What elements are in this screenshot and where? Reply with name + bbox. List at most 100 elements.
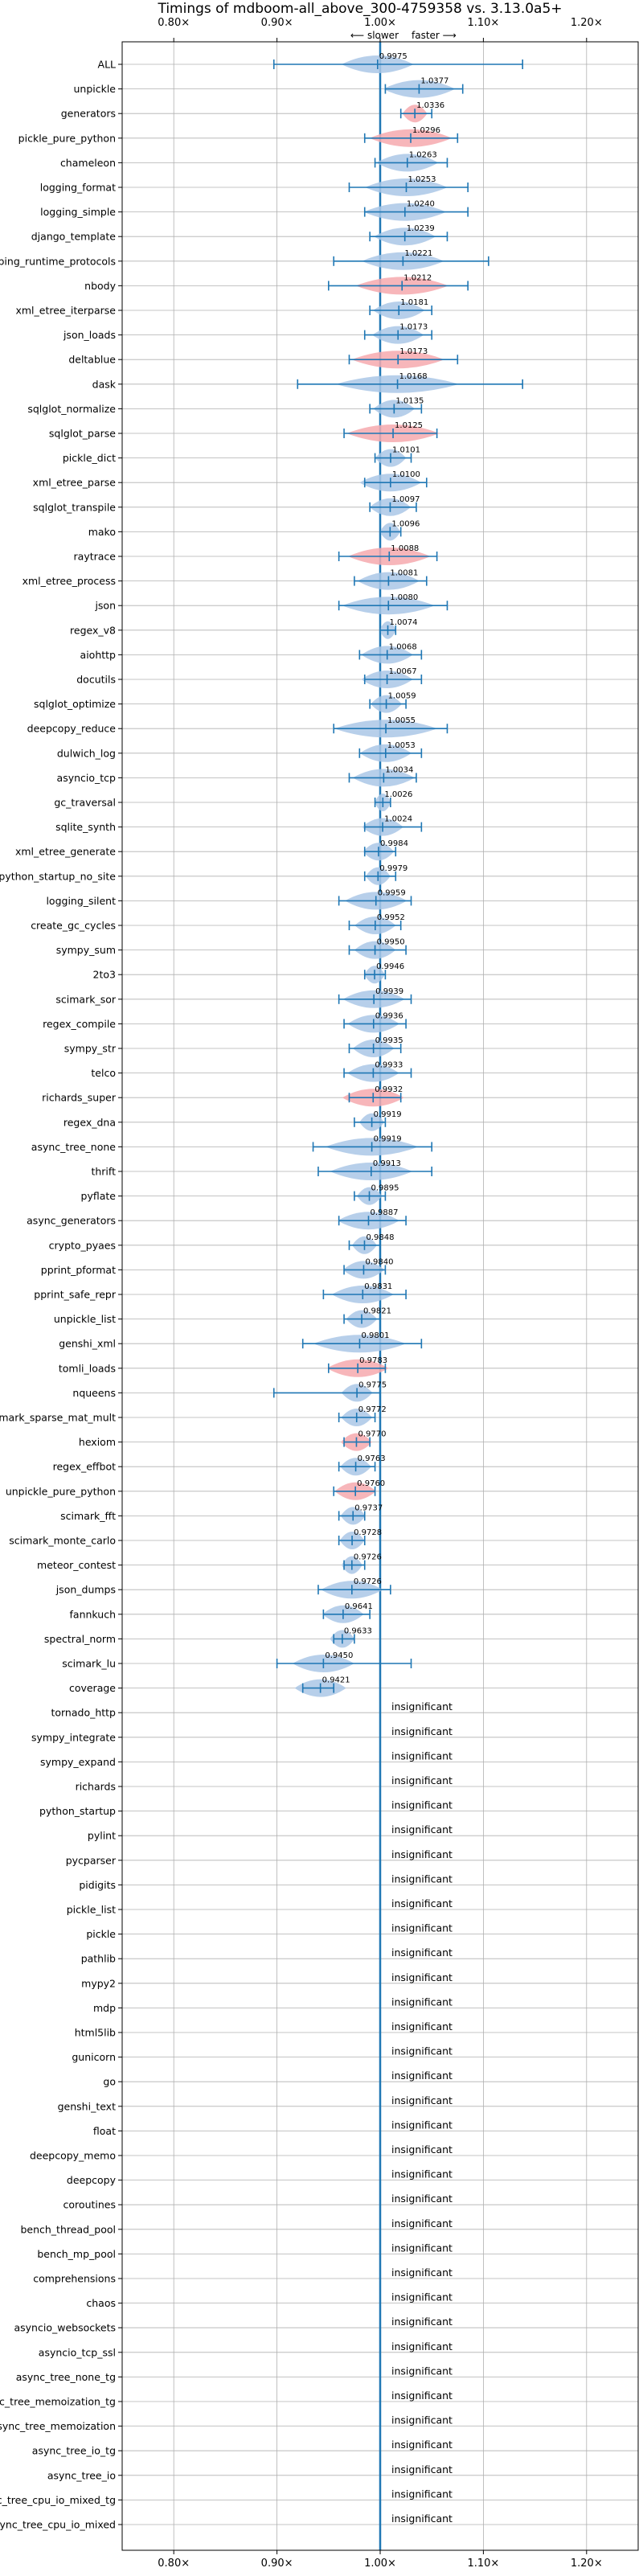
- value-label: 1.0100: [392, 470, 420, 479]
- benchmark-label: tomli_loads: [59, 1362, 116, 1374]
- value-label: 1.0034: [385, 765, 413, 774]
- benchmark-label: create_gc_cycles: [31, 920, 116, 932]
- value-label: 1.0253: [408, 175, 436, 184]
- x-tick-label-bottom: 1.20×: [571, 2558, 603, 2570]
- x-tick-label-top: 1.00×: [364, 17, 396, 29]
- benchmark-label: regex_effbot: [53, 1461, 116, 1473]
- benchmark-label: async_generators: [27, 1215, 116, 1227]
- benchmark-label: richards_super: [42, 1092, 117, 1104]
- benchmark-label: sympy_expand: [40, 1756, 116, 1768]
- value-label: 1.0135: [395, 396, 424, 405]
- x-tick-label-top: 0.80×: [158, 17, 190, 29]
- benchmark-label: python_startup: [39, 1805, 116, 1817]
- benchmark-label: gunicorn: [72, 2051, 116, 2063]
- value-label: 0.9821: [363, 1307, 391, 1316]
- insignificant-label: insignificant: [391, 2340, 453, 2352]
- value-label: 0.9887: [370, 1208, 398, 1217]
- insignificant-label: insignificant: [391, 1774, 453, 1786]
- value-label: 1.0336: [416, 101, 444, 110]
- insignificant-label: insignificant: [391, 2488, 453, 2500]
- insignificant-label: insignificant: [391, 2069, 453, 2082]
- benchmark-label: comprehensions: [33, 2273, 116, 2285]
- value-label: 0.9959: [378, 888, 406, 897]
- benchmark-label: sympy_str: [64, 1043, 117, 1055]
- insignificant-label: insignificant: [391, 1897, 453, 1909]
- benchmark-label: async_tree_io: [47, 2469, 116, 2481]
- value-label: 1.0125: [395, 421, 423, 430]
- benchmark-label: meteor_contest: [37, 1559, 116, 1571]
- benchmark-label: async_tree_io_tg: [32, 2445, 116, 2457]
- benchmark-label: logging_simple: [40, 206, 116, 218]
- benchmark-label: pidigits: [79, 1879, 116, 1891]
- benchmark-label: pathlib: [81, 1953, 116, 1965]
- axes: 0.80× 0.80× 0.90× 0.90× 1.00× 1.00× 1.10× 1.10×…: [0, 17, 639, 2570]
- benchmark-label: deepcopy_memo: [30, 2150, 116, 2162]
- benchmark-label: sqlglot_normalize: [27, 403, 116, 415]
- value-label: 0.9935: [375, 1036, 403, 1045]
- x-tick-label-bottom: 0.90×: [261, 2558, 293, 2570]
- value-label: 0.9919: [374, 1134, 402, 1143]
- benchmark-label: coverage: [69, 1682, 116, 1694]
- benchmark-label: async_tree_none: [31, 1141, 117, 1153]
- insignificant-label: insignificant: [391, 2217, 453, 2229]
- benchmark-label: sqlglot_transpile: [33, 501, 116, 513]
- benchmark-label: genshi_xml: [59, 1338, 116, 1350]
- benchmark-label: unpickle: [73, 83, 116, 95]
- value-label: 0.9913: [373, 1159, 401, 1168]
- value-label: 0.9919: [374, 1110, 402, 1119]
- insignificant-label: insignificant: [391, 1700, 453, 1713]
- benchmark-label: xml_etree_parse: [33, 477, 117, 489]
- benchmark-label: async_tree_memoization_tg: [0, 2396, 116, 2408]
- benchmark-label: deltablue: [68, 354, 116, 366]
- benchmark-label: telco: [91, 1067, 116, 1079]
- benchmark-label: sqlite_synth: [55, 821, 116, 833]
- value-label: 1.0173: [399, 347, 428, 356]
- benchmark-label: tornado_http: [51, 1707, 116, 1719]
- benchmark-label: coroutines: [63, 2199, 116, 2211]
- benchmark-label: mdp: [93, 2002, 116, 2014]
- benchmark-label: json_loads: [63, 329, 116, 341]
- value-label: 1.0240: [407, 200, 435, 209]
- insignificant-label: insignificant: [391, 2439, 453, 2451]
- plot-frame: [121, 41, 639, 2551]
- benchmark-label: pyflate: [81, 1190, 117, 1202]
- benchmark-label: pprint_safe_repr: [34, 1289, 117, 1301]
- value-label: 0.9950: [377, 938, 405, 947]
- value-label: 0.9932: [375, 1085, 403, 1094]
- insignificant-label: insignificant: [391, 2143, 453, 2156]
- benchmark-label: scimark_lu: [62, 1658, 116, 1670]
- value-label: 0.9848: [366, 1233, 394, 1242]
- value-label: 1.0097: [391, 495, 420, 504]
- benchmark-label: go: [103, 2076, 116, 2088]
- insignificant-label: insignificant: [391, 2119, 453, 2131]
- insignificant-label: insignificant: [391, 1946, 453, 1959]
- benchmark-label: asyncio_tcp: [57, 772, 117, 784]
- benchmark-label: nqueens: [72, 1387, 116, 1399]
- value-label: 1.0068: [389, 642, 417, 651]
- benchmark-label: mako: [88, 526, 116, 538]
- benchmark-label: html5lib: [75, 2027, 116, 2039]
- benchmark-label: async_tree_cpu_io_mixed_tg: [0, 2494, 116, 2506]
- benchmark-label: sympy_sum: [56, 944, 116, 956]
- insignificant-label: insignificant: [391, 2414, 453, 2426]
- value-label: 1.0377: [420, 77, 448, 86]
- value-label: 1.0074: [390, 618, 418, 627]
- value-label: 1.0212: [403, 273, 432, 282]
- insignificant-label: insignificant: [391, 1873, 453, 1885]
- benchmark-label: docutils: [76, 674, 116, 686]
- benchmark-label: deepcopy: [67, 2174, 117, 2186]
- value-label: 0.9772: [358, 1405, 387, 1414]
- value-label: 0.9728: [354, 1528, 382, 1537]
- benchmark-label: thrift: [91, 1166, 116, 1178]
- value-label: 0.9633: [344, 1626, 372, 1635]
- benchmark-label: unpickle_pure_python: [6, 1485, 116, 1497]
- benchmark-label: float: [93, 2125, 116, 2137]
- insignificant-label: insignificant: [391, 1725, 453, 1737]
- benchmark-label: chameleon: [60, 157, 116, 169]
- benchmark-label: pycparser: [66, 1854, 117, 1866]
- insignificant-label: insignificant: [391, 1922, 453, 1934]
- benchmark-label: xml_etree_iterparse: [15, 305, 116, 317]
- benchmark-label: 2to3: [93, 969, 116, 981]
- insignificant-label: insignificant: [391, 2094, 453, 2106]
